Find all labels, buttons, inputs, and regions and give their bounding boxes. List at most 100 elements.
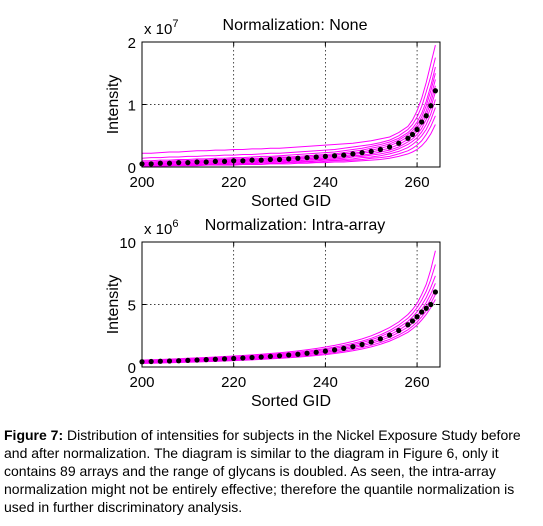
median-point [203, 159, 209, 165]
median-point [194, 357, 200, 363]
x-tick-label: 220 [221, 374, 246, 391]
median-point [267, 353, 273, 359]
figure-caption: Figure 7: Distribution of intensities fo… [4, 426, 540, 516]
median-point [428, 103, 434, 109]
axis-exponent: x 106 [144, 218, 178, 238]
median-point [368, 339, 374, 345]
median-point [386, 144, 393, 150]
series-line-3 [141, 275, 436, 362]
x-tick-label: 260 [405, 174, 430, 191]
median-point [148, 161, 154, 167]
x-tick-label: 200 [129, 174, 154, 191]
series-line-9 [142, 107, 436, 167]
x-tick-label: 220 [221, 174, 246, 191]
figure-plots: 200 220 240 260 0 1 2 x 107 Normalization: None S… [105, 17, 441, 410]
x-tick-label: 240 [313, 374, 338, 391]
median-point [396, 327, 402, 334]
median-point [157, 358, 163, 364]
median-point [409, 318, 416, 324]
median-point [428, 301, 434, 308]
y-tick-label: 0 [128, 160, 136, 177]
median-point [341, 345, 347, 351]
median-point [221, 158, 228, 164]
median-point [295, 351, 301, 357]
median-point [414, 314, 420, 320]
median-point [249, 354, 255, 361]
median-point [331, 153, 338, 159]
series-line-1 [142, 44, 436, 154]
caption-text: Distribution of intensities for subjects… [4, 427, 521, 515]
median-point [432, 88, 439, 94]
median-point [423, 113, 429, 119]
series-line-3 [142, 66, 436, 162]
x-tick-label: 260 [405, 374, 430, 391]
series-line-1 [141, 250, 436, 361]
median-point [414, 126, 420, 133]
median-point [322, 153, 328, 159]
series-line-2 [141, 264, 436, 362]
median-point [313, 349, 319, 355]
median-point [350, 344, 356, 350]
median-point [240, 355, 246, 361]
median-point [240, 158, 246, 164]
y-tick-label: 5 [128, 298, 136, 315]
median-point [341, 152, 347, 158]
median-point [386, 332, 393, 338]
median-point [350, 151, 356, 157]
median-point [419, 119, 425, 125]
series-line-5 [141, 79, 436, 164]
median-point [249, 157, 255, 163]
median-point [419, 309, 425, 315]
median-point [432, 289, 439, 295]
median-point [322, 348, 328, 354]
chart-2: 200 220 240 260 0 5 10 x 106 Normalization: Intr… [105, 217, 441, 410]
median-point [304, 350, 310, 356]
median-point [286, 352, 292, 358]
series-line-10 [142, 115, 436, 167]
median-point [313, 154, 319, 160]
median-point [258, 354, 264, 360]
series-line-11 [142, 124, 436, 167]
caption-label: Figure 7: [4, 427, 64, 443]
y-tick-label: 10 [119, 235, 136, 252]
median-point [221, 356, 228, 362]
median-point [231, 158, 237, 164]
median-point [304, 155, 310, 161]
median-point [258, 157, 264, 163]
median-point [148, 358, 154, 365]
median-point [231, 355, 237, 362]
median-point [396, 140, 402, 146]
median-point [377, 336, 383, 342]
median-point [203, 357, 209, 363]
x-tick-label: 200 [129, 374, 154, 391]
median-point [423, 305, 429, 311]
median-point [176, 160, 182, 166]
y-axis-label: Intensity [105, 275, 122, 335]
median-point [276, 353, 283, 359]
median-point [166, 160, 173, 166]
median-point [194, 159, 200, 165]
median-point [295, 155, 301, 161]
median-point [409, 131, 416, 138]
median-point [176, 358, 182, 364]
x-axis-label: Sorted GID [251, 393, 331, 410]
median-point [405, 135, 411, 141]
chart-title: Normalization: Intra-array [205, 217, 386, 234]
x-axis-label: Sorted GID [251, 193, 331, 210]
median-point [212, 356, 218, 362]
series-line-4 [141, 283, 436, 363]
median-point [157, 160, 163, 166]
median-point [267, 156, 273, 163]
median-point [286, 156, 292, 162]
median-point [359, 150, 365, 156]
median-point [276, 156, 283, 163]
median-point [212, 158, 218, 164]
median-point [331, 347, 338, 353]
median-point [185, 160, 191, 166]
chart-1: 200 220 240 260 0 1 2 x 107 Normalization: None S… [105, 17, 441, 210]
x-tick-label: 240 [313, 174, 338, 191]
y-tick-label: 2 [128, 35, 136, 52]
median-point [377, 146, 383, 153]
y-tick-label: 1 [128, 98, 136, 115]
axis-exponent: x 107 [144, 18, 178, 38]
